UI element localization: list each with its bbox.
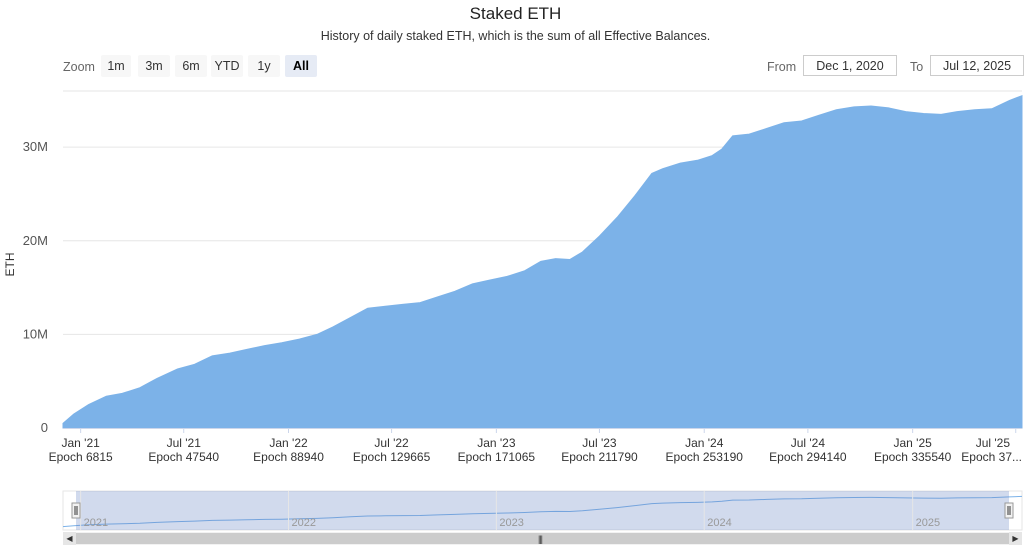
navigator-year-label: 2022	[292, 517, 316, 529]
navigator-selected-range	[76, 491, 1009, 530]
x-tick-epoch-label: Epoch 6815	[49, 450, 113, 464]
zoom-ytd-button[interactable]: YTD	[211, 55, 243, 77]
to-label: To	[910, 60, 924, 74]
x-tick-epoch-label: Epoch 129665	[353, 450, 431, 464]
zoom-1m-button[interactable]: 1m	[101, 55, 131, 77]
zoom-all-button[interactable]: All	[285, 55, 317, 77]
chart-title: Staked ETH	[469, 4, 562, 23]
x-tick-label: Jan '25	[893, 436, 932, 450]
navigator-scrollbar[interactable]: ◀ ▶ |||	[63, 532, 1022, 545]
zoom-1y-button[interactable]: 1y	[248, 55, 280, 77]
y-axis-label: ETH	[3, 253, 17, 277]
y-tick-label: 30M	[23, 139, 48, 154]
x-tick-epoch-label: Epoch 37...	[961, 450, 1022, 464]
navigator-series-line	[62, 495, 1023, 528]
chart-subtitle: History of daily staked ETH, which is th…	[320, 29, 711, 43]
scrollbar-grip-icon[interactable]: |||	[538, 534, 543, 544]
x-tick-epoch-label: Epoch 211790	[561, 450, 638, 464]
staked-eth-area	[62, 94, 1023, 429]
zoom-3m-button[interactable]: 3m	[138, 55, 170, 77]
x-tick-label: Jan '23	[477, 436, 516, 450]
x-tick-epoch-label: Epoch 47540	[148, 450, 219, 464]
y-tick-label: 10M	[23, 326, 48, 341]
y-tick-label: 0	[41, 420, 48, 435]
zoom-6m-button[interactable]: 6m	[175, 55, 207, 77]
scroll-right-arrow-icon[interactable]: ▶	[1009, 532, 1022, 545]
x-tick-label: Jul '23	[582, 436, 617, 450]
x-tick-epoch-label: Epoch 253190	[666, 450, 744, 464]
x-tick-epoch-label: Epoch 171065	[458, 450, 536, 464]
navigator-year-label: 2025	[916, 517, 940, 529]
x-tick-epoch-label: Epoch 335540	[874, 450, 952, 464]
navigator-handle-right[interactable]	[1004, 502, 1014, 519]
from-date-input[interactable]: Dec 1, 2020	[803, 55, 897, 76]
navigator-handle-left[interactable]	[71, 502, 81, 519]
scrollbar-thumb[interactable]	[76, 533, 1009, 544]
zoom-label: Zoom	[63, 60, 95, 74]
x-tick-label: Jul '22	[374, 436, 409, 450]
navigator-year-label: 2021	[84, 517, 108, 529]
x-tick-epoch-label: Epoch 294140	[769, 450, 847, 464]
navigator-year-label: 2024	[707, 517, 731, 529]
x-tick-label: Jan '21	[61, 436, 100, 450]
from-label: From	[767, 60, 797, 74]
x-tick-epoch-label: Epoch 88940	[253, 450, 324, 464]
x-tick-label: Jan '24	[685, 436, 724, 450]
x-tick-label: Jan '22	[269, 436, 308, 450]
navigator-year-label: 2023	[499, 517, 523, 529]
x-tick-label: Jul '25	[976, 436, 1011, 450]
y-tick-label: 20M	[23, 233, 48, 248]
x-tick-label: Jul '21	[167, 436, 202, 450]
scroll-left-arrow-icon[interactable]: ◀	[63, 532, 76, 545]
x-tick-label: Jul '24	[791, 436, 826, 450]
to-date-input[interactable]: Jul 12, 2025	[930, 55, 1024, 76]
